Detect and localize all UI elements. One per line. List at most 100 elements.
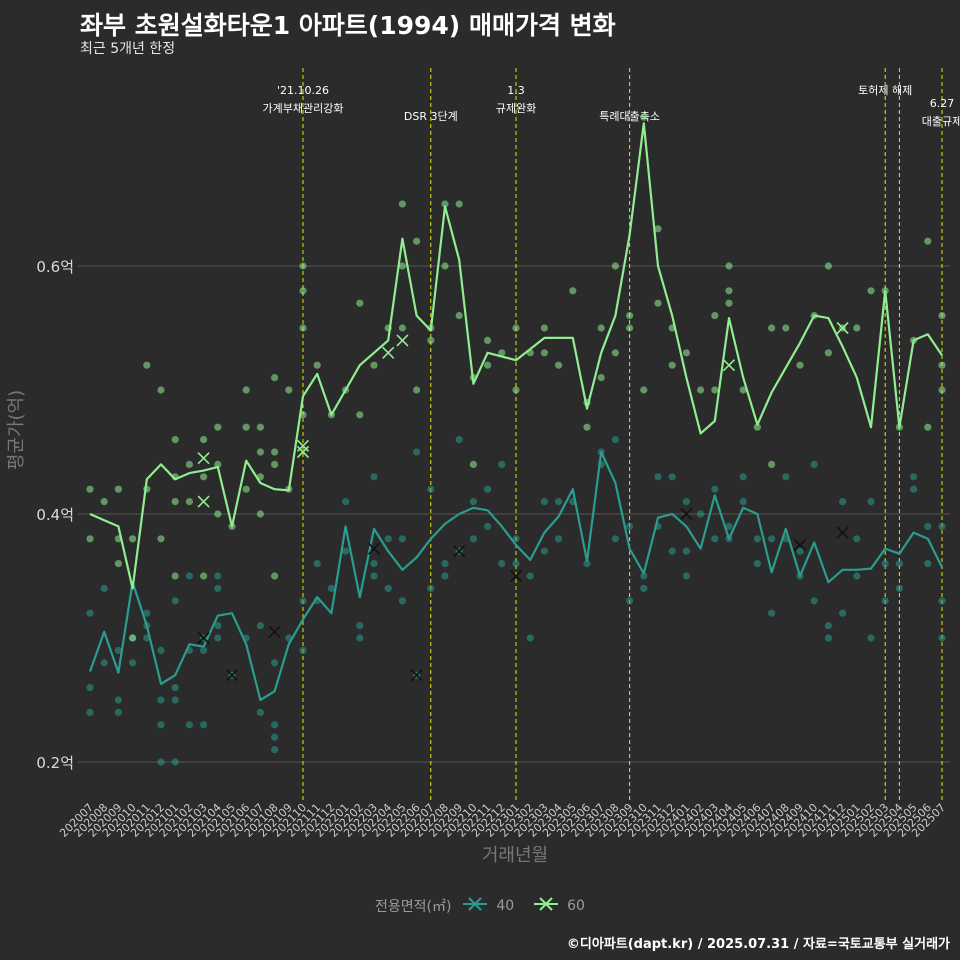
point-40 [498, 560, 506, 568]
point-40 [484, 485, 492, 493]
point-40 [739, 473, 747, 481]
point-40 [299, 646, 307, 655]
point-60 [86, 485, 94, 493]
point-40 [938, 597, 946, 605]
point-60 [242, 423, 250, 431]
point-60 [143, 361, 151, 369]
point-60 [668, 361, 676, 369]
point-60 [157, 386, 165, 394]
cross-40 [268, 625, 281, 638]
point-40 [171, 758, 179, 766]
point-40 [540, 547, 549, 555]
point-60 [938, 361, 946, 369]
point-60 [398, 200, 406, 208]
point-60 [597, 324, 605, 332]
point-40 [214, 634, 222, 642]
y-tick-label: 0.4억 [36, 506, 74, 524]
point-40 [171, 597, 179, 605]
cross-60 [197, 495, 210, 508]
chart-title: 좌부 초원설화타운1 아파트(1994) 매매가격 변화 [80, 11, 616, 40]
point-60 [711, 312, 719, 320]
point-60 [739, 386, 747, 394]
cross-40 [367, 542, 381, 555]
point-60 [626, 324, 634, 332]
y-axis-title: 평균가(억) [6, 390, 27, 470]
cross-40 [793, 538, 807, 552]
point-60 [356, 411, 364, 419]
point-40 [214, 572, 222, 580]
point-40 [171, 696, 179, 704]
point-60 [583, 423, 591, 431]
cross-40 [453, 545, 466, 558]
point-60 [171, 498, 179, 506]
point-60 [824, 262, 833, 270]
cross-60 [197, 452, 210, 465]
cross-40 [410, 669, 423, 682]
point-40 [924, 522, 932, 531]
point-40 [342, 547, 350, 555]
legend-label-40: 40 [496, 898, 515, 914]
cross-60 [836, 321, 849, 335]
source-caption: ©디아파트(dapt.kr) / 2025.07.31 / 자료=국토교통부 실… [566, 937, 950, 952]
point-40 [427, 485, 435, 493]
point-40 [867, 498, 875, 506]
point-40 [398, 535, 406, 543]
point-40 [256, 622, 264, 630]
point-60 [299, 287, 307, 295]
point-60 [299, 262, 307, 270]
point-40 [910, 485, 918, 493]
point-40 [143, 609, 151, 617]
point-60 [725, 287, 733, 295]
point-40 [555, 535, 563, 543]
point-40 [668, 547, 676, 555]
point-40 [413, 448, 421, 456]
event-label: '21.10.26 [277, 84, 329, 97]
point-60 [242, 386, 250, 394]
point-40 [853, 535, 861, 543]
point-40 [895, 584, 904, 593]
point-40 [839, 609, 847, 617]
point-60 [200, 436, 208, 444]
point-40 [867, 634, 875, 642]
point-60 [171, 572, 179, 580]
point-40 [583, 560, 591, 568]
point-40 [611, 535, 620, 543]
point-60 [214, 510, 222, 518]
point-60 [256, 423, 264, 431]
point-60 [242, 485, 250, 493]
legend-key-40 [462, 896, 488, 916]
point-60 [597, 374, 605, 382]
point-60 [398, 262, 406, 270]
event-label: 가계부채관리강화 [263, 102, 344, 115]
point-40 [810, 460, 818, 468]
point-40 [512, 560, 520, 568]
point-40 [711, 535, 719, 543]
point-40 [711, 485, 719, 493]
point-60 [285, 386, 293, 394]
point-40 [498, 460, 506, 468]
point-40 [910, 473, 918, 481]
point-60 [427, 336, 435, 344]
point-60 [256, 510, 264, 518]
point-60 [753, 423, 762, 431]
point-40 [271, 659, 279, 667]
point-40 [853, 572, 861, 580]
point-60 [711, 386, 719, 394]
event-label: 토허제 해제 [858, 83, 912, 97]
point-40 [157, 758, 165, 766]
point-60 [768, 324, 776, 332]
point-40 [114, 708, 122, 717]
point-60 [569, 287, 577, 295]
point-40 [697, 510, 705, 518]
y-tick-label: 0.2억 [36, 754, 74, 772]
event-label: 대출규제 [922, 115, 960, 128]
point-40 [271, 746, 279, 754]
cross-40 [509, 569, 523, 583]
point-60 [185, 498, 193, 506]
point-40 [810, 597, 818, 605]
point-40 [157, 721, 165, 729]
point-40 [654, 473, 662, 481]
point-60 [924, 423, 932, 431]
point-40 [626, 522, 634, 531]
